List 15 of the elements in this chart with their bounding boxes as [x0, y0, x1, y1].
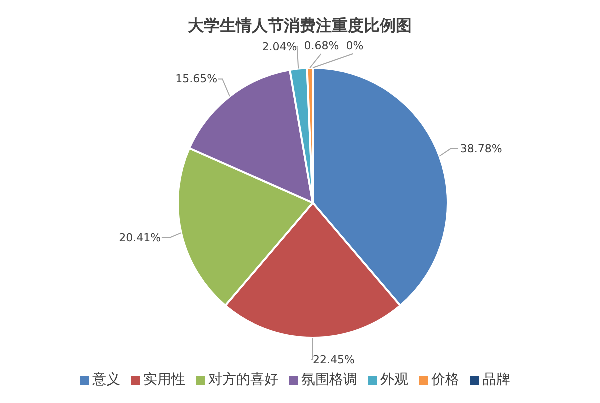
text: 0% — [346, 40, 364, 52]
legend-label: 实用性 — [144, 372, 186, 388]
legend-label: 价格 — [432, 372, 460, 388]
data-label: 20.41% — [119, 231, 162, 244]
data-label: 38.78% — [460, 142, 502, 156]
data-label: 0.68% — [304, 40, 340, 53]
data-label: 15.65% — [176, 72, 218, 86]
legend-label: 对方的喜好 — [208, 372, 278, 388]
legend-label: 意义 — [92, 372, 120, 388]
legend-label: 外观 — [380, 372, 408, 388]
legend-label: 品牌 — [482, 372, 510, 388]
data-label: 22.45% — [313, 354, 355, 366]
data-label: 2.04% — [262, 40, 298, 54]
chart-title: 大学生情人节消费注重度比例图 — [187, 16, 413, 37]
legend-label: 氛围格调 — [302, 372, 358, 388]
